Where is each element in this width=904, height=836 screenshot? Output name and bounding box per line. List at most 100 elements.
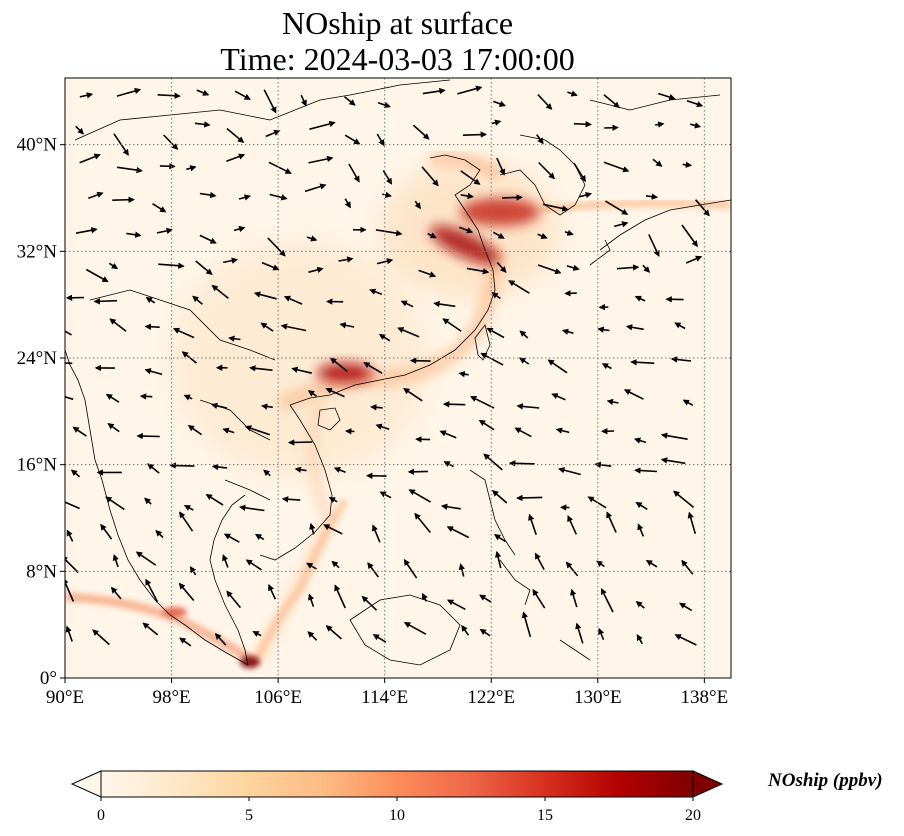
wind-arrow (460, 170, 481, 185)
wind-arrow (493, 534, 506, 543)
lon-tick-label: 122°E (467, 687, 515, 708)
wind-arrow (183, 504, 194, 511)
wind-arrow (483, 453, 503, 471)
wind-arrow (596, 560, 605, 568)
colorbar-tick-label: 5 (245, 807, 253, 824)
wind-arrow (344, 198, 351, 209)
wind-arrow (685, 255, 703, 264)
wind-arrow (606, 398, 619, 406)
gridlines (65, 78, 731, 678)
wind-arrow (107, 423, 120, 433)
colorbar-tick-label: 10 (389, 807, 405, 824)
wind-arrow (635, 600, 645, 609)
latitude-axis: 0° 8°N 16°N 24°N 32°N 40°N (17, 135, 65, 689)
wind-arrow (427, 232, 437, 239)
wind-arrow (92, 629, 110, 646)
wind-arrow (652, 158, 663, 167)
wind-arrow (283, 295, 303, 305)
wind-arrow (466, 267, 490, 275)
wind-arrow (547, 359, 568, 374)
wind-arrow (135, 551, 157, 566)
wind-arrow (116, 87, 142, 97)
colorbar-extend-min (70, 770, 102, 798)
colorbar-ticks: 0 5 10 15 20 (97, 797, 701, 824)
wind-arrow (105, 393, 120, 403)
wind-arrow (376, 133, 385, 147)
wind-arrow (269, 193, 288, 201)
wind-arrow (458, 563, 465, 577)
wind-arrow (616, 264, 640, 271)
map-frame (64, 77, 732, 679)
wind-arrow (636, 633, 643, 645)
wind-arrow (152, 203, 167, 213)
wind-arrow (105, 496, 125, 511)
wind-arrow (681, 559, 694, 575)
wind-arrow (79, 153, 101, 164)
wind-arrow (660, 457, 686, 465)
lon-tick-label: 90°E (46, 687, 84, 708)
wind-arrow (65, 362, 73, 365)
wind-arrow (521, 611, 532, 638)
wind-arrow (199, 234, 217, 244)
wind-arrow (307, 390, 317, 397)
wind-arrow (211, 284, 229, 300)
wind-arrow (163, 134, 179, 150)
wind-arrow (414, 200, 421, 210)
wind-arrow (210, 402, 228, 409)
colorbar-tick-label: 0 (97, 807, 105, 824)
map-area (65, 78, 731, 678)
wind-vectors (65, 85, 710, 647)
wind-arrow (369, 288, 383, 296)
wind-arrow (261, 261, 280, 271)
wind-arrow (566, 264, 580, 271)
wind-arrow (343, 96, 356, 106)
wind-arrow (136, 432, 160, 440)
wind-arrow (306, 562, 317, 570)
wind-arrow (239, 504, 265, 512)
wind-arrow (573, 121, 592, 128)
wind-arrow (226, 590, 242, 609)
wind-arrow (108, 262, 119, 270)
wind-arrow (403, 558, 418, 579)
wind-arrow (493, 231, 505, 239)
wind-arrow (333, 466, 346, 473)
wind-arrow (446, 599, 466, 611)
wind-arrow (126, 231, 142, 238)
wind-arrow (567, 90, 578, 97)
wind-arrow (494, 550, 502, 569)
wind-arrow (493, 100, 507, 107)
colorbar-tick-label: 20 (685, 807, 701, 824)
wind-arrow (606, 511, 617, 533)
wind-arrow (348, 163, 360, 183)
chart-title: NOship at surface (281, 5, 514, 41)
wind-arrow (604, 200, 629, 215)
wind-arrow (325, 387, 345, 398)
wind-arrow (635, 502, 648, 510)
wind-arrow (281, 496, 301, 503)
wind-arrow (681, 224, 698, 248)
wind-arrow (363, 362, 383, 374)
wind-arrow (110, 586, 122, 600)
wind-arrow (378, 333, 391, 342)
wind-arrow (565, 561, 579, 577)
wind-arrow (265, 129, 281, 138)
wind-arrow (214, 633, 227, 646)
concentration-field (65, 154, 731, 668)
wind-arrow (418, 269, 437, 278)
wind-arrow (186, 165, 197, 172)
wind-arrow (502, 194, 523, 201)
wind-arrow (245, 559, 262, 571)
wind-arrow (564, 229, 574, 236)
coastlines (65, 79, 731, 666)
wind-arrow (226, 153, 246, 163)
wind-arrow (660, 432, 688, 440)
wind-arrow (479, 594, 492, 603)
wind-arrow (144, 497, 152, 505)
wind-arrow (575, 622, 584, 644)
wind-arrow (630, 359, 655, 366)
wind-arrow (112, 553, 119, 568)
wind-arrow (634, 295, 646, 302)
wind-arrow (382, 191, 392, 198)
wind-arrow (361, 595, 378, 611)
colorbar: 0 5 10 15 20 (70, 770, 724, 824)
